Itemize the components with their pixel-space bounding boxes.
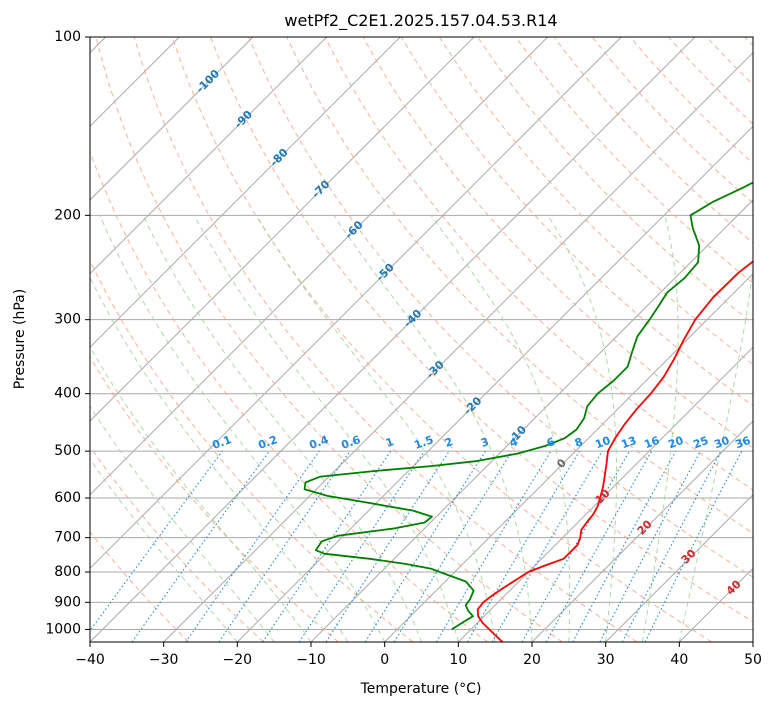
isotherm-line xyxy=(163,51,753,642)
dry-adiabat-line xyxy=(133,37,638,642)
y-tick-label: 100 xyxy=(54,29,81,45)
mixing-ratio-label: 1 xyxy=(384,435,396,450)
isotherm-line xyxy=(605,493,753,642)
mixing-ratio-line xyxy=(298,450,425,642)
mixing-ratio-line xyxy=(90,450,223,632)
y-tick-label: 800 xyxy=(54,564,81,580)
dry-adiabat-line xyxy=(210,37,753,623)
mixing-ratio-label: 16 xyxy=(642,434,661,452)
mixing-ratio-label: 1.5 xyxy=(412,433,435,452)
moist-adiabat-line xyxy=(90,458,238,642)
dry-adiabat-line xyxy=(90,531,190,642)
mixing-ratio-line xyxy=(131,450,270,642)
x-tick-label: 0 xyxy=(380,652,389,668)
x-tick-label: −30 xyxy=(149,652,179,668)
mixing-ratio-label: 0.4 xyxy=(307,433,330,452)
moist-adiabat-line xyxy=(678,265,753,642)
x-tick-label: 50 xyxy=(744,652,762,668)
mixing-ratio-line xyxy=(393,450,513,642)
moist-adiabat-line xyxy=(333,215,533,642)
x-tick-label: −40 xyxy=(75,652,105,668)
dry-adiabat-line xyxy=(438,37,753,366)
isotherm-line xyxy=(90,37,475,422)
mixing-ratio-label: 8 xyxy=(573,435,585,450)
mixing-ratio-label: 0.1 xyxy=(210,433,233,452)
y-tick-label: 700 xyxy=(54,530,81,546)
dry-adiabat-line xyxy=(515,37,753,284)
mixing-ratio-label: 4 xyxy=(508,435,520,450)
mixing-ratio-label: 0.6 xyxy=(339,433,362,452)
y-tick-label: 1000 xyxy=(45,621,81,637)
moist-adiabat-line xyxy=(430,215,571,642)
mixing-ratio-label: 2 xyxy=(443,435,455,450)
isotherm-line xyxy=(384,272,753,642)
x-tick-label: 10 xyxy=(449,652,467,668)
mixing-ratio-label: 0.2 xyxy=(256,433,279,452)
x-tick-label: −10 xyxy=(296,652,326,668)
isotherm-line xyxy=(90,37,254,201)
mixing-ratio-label: 25 xyxy=(691,434,710,451)
mixing-ratio-line xyxy=(545,450,653,642)
y-axis-label: Pressure (hPa) xyxy=(12,289,28,389)
isotherm-line xyxy=(90,37,622,570)
y-tick-label: 300 xyxy=(54,312,81,328)
dry-adiabat-line xyxy=(286,37,753,534)
y-tick-label: 600 xyxy=(54,490,81,506)
dewpoint-profile-line xyxy=(303,181,753,631)
isotherm-line xyxy=(457,346,753,642)
dry-adiabat-line xyxy=(95,37,563,642)
plot-frame xyxy=(89,36,754,643)
moist-adiabat-line xyxy=(90,345,312,642)
mixing-ratio-line xyxy=(262,450,392,642)
y-tick-label: 900 xyxy=(54,594,81,610)
isotherm-line xyxy=(531,420,753,642)
mixing-ratio-line xyxy=(572,450,677,642)
isotherm-line xyxy=(236,125,753,642)
isotherm-line xyxy=(90,37,549,496)
mixing-ratio-line xyxy=(218,450,351,642)
moist-adiabat-line xyxy=(90,276,349,642)
mixing-ratio-line xyxy=(325,450,450,642)
dry-adiabat-line xyxy=(248,37,753,578)
x-tick-label: 40 xyxy=(670,652,688,668)
mixing-ratio-line xyxy=(521,450,630,642)
mixing-ratio-label: 30 xyxy=(712,434,731,452)
moist-adiabat-line xyxy=(547,215,617,642)
chart-title: wetPf2_C2E1.2025.157.04.53.R14 xyxy=(284,11,557,31)
mixing-ratio-label: 10 xyxy=(593,434,612,452)
dry-adiabat-line xyxy=(90,150,488,642)
moist-adiabat-line xyxy=(142,215,422,642)
dry-adiabat-line xyxy=(90,259,414,642)
mixing-ratio-line xyxy=(644,450,743,642)
y-tick-label: 200 xyxy=(54,207,81,223)
y-tick-label: 500 xyxy=(54,443,81,459)
dry-adiabat-line xyxy=(400,37,753,407)
dry-adiabat-line xyxy=(90,445,264,642)
mixing-ratio-label: 13 xyxy=(619,434,638,451)
x-axis-label: Temperature (°C) xyxy=(360,681,482,697)
mixing-ratio-label: 20 xyxy=(666,434,685,452)
dry-adiabat-line xyxy=(90,356,339,642)
isotherm-line xyxy=(90,37,328,275)
dry-adiabat-line xyxy=(171,37,712,642)
mixing-ratio-line xyxy=(185,450,320,642)
x-tick-label: −20 xyxy=(223,652,253,668)
mixing-ratio-label: 6 xyxy=(545,435,557,450)
y-tick-label: 400 xyxy=(54,386,81,402)
isotherm-line xyxy=(90,37,401,349)
temperature-profile-line xyxy=(476,260,753,642)
mixing-ratio-label: 36 xyxy=(733,434,752,452)
x-tick-label: 20 xyxy=(523,652,541,668)
moist-adiabat-line xyxy=(255,215,496,642)
x-tick-label: 30 xyxy=(597,652,615,668)
mixing-ratio-label: 3 xyxy=(479,435,491,450)
